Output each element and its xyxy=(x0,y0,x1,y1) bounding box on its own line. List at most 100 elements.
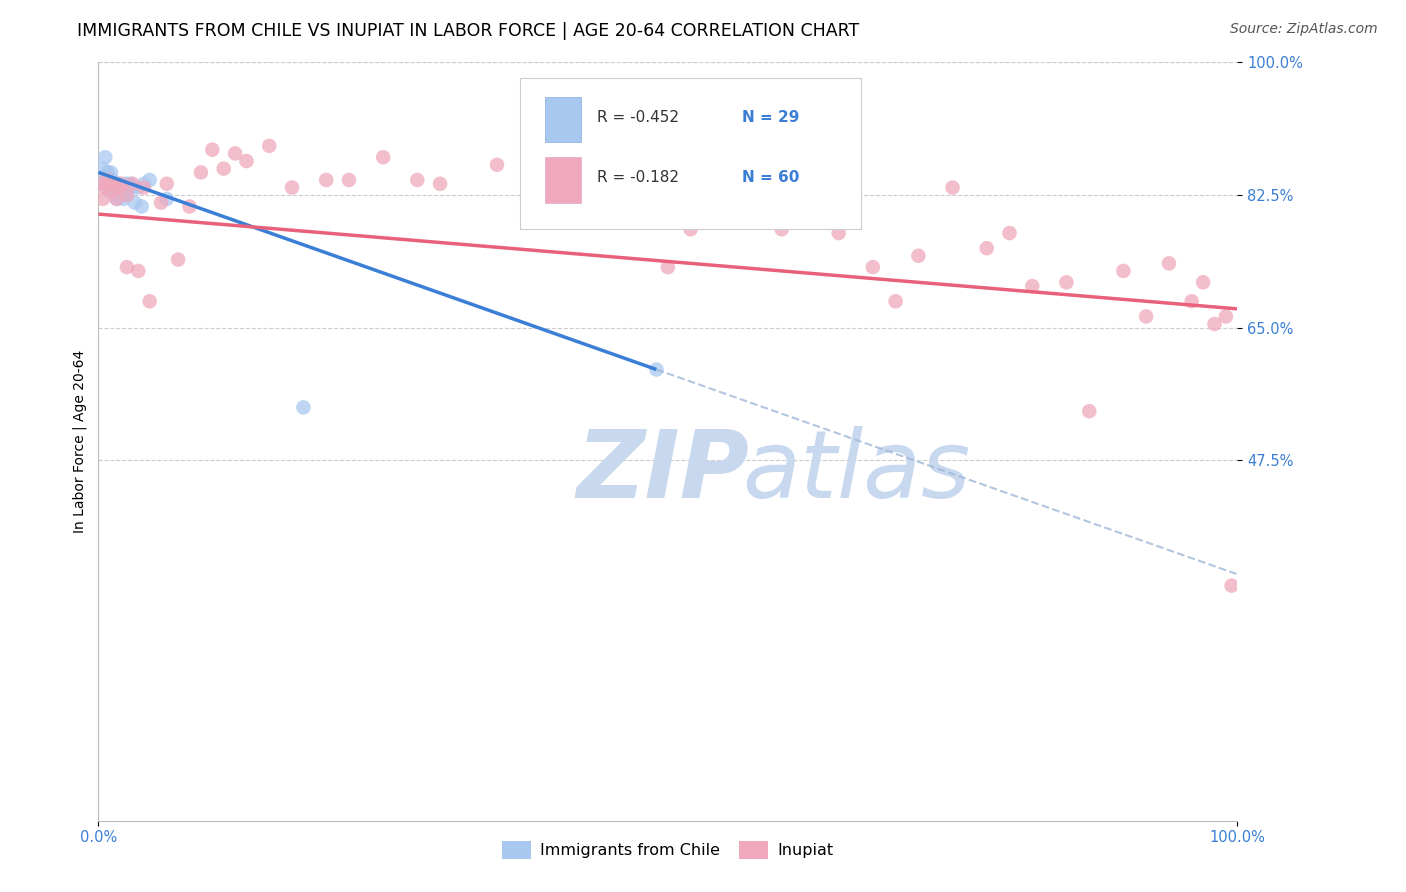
Point xyxy=(748,188,770,202)
Point xyxy=(371,150,394,164)
Point xyxy=(1157,256,1180,270)
Point xyxy=(115,188,138,202)
Point xyxy=(179,199,201,213)
Point xyxy=(132,180,155,194)
Point xyxy=(679,222,702,236)
Point xyxy=(97,177,120,191)
FancyBboxPatch shape xyxy=(546,96,581,142)
Point xyxy=(714,180,737,194)
Point xyxy=(138,173,160,187)
Point xyxy=(167,252,190,267)
Point xyxy=(108,180,131,194)
Point xyxy=(828,226,851,240)
Point xyxy=(114,177,136,191)
Point xyxy=(1021,279,1043,293)
Point xyxy=(91,161,114,176)
Point xyxy=(486,158,509,172)
Point xyxy=(190,165,212,179)
Point xyxy=(110,177,132,191)
Point xyxy=(112,192,135,206)
Legend: Immigrants from Chile, Inupiat: Immigrants from Chile, Inupiat xyxy=(495,835,841,866)
Point xyxy=(94,180,117,194)
Point xyxy=(127,180,149,194)
Point xyxy=(292,401,315,415)
Text: R = -0.452: R = -0.452 xyxy=(598,111,679,125)
Text: ZIP: ZIP xyxy=(576,425,749,518)
Point xyxy=(110,184,132,198)
Point xyxy=(104,177,127,191)
Y-axis label: In Labor Force | Age 20-64: In Labor Force | Age 20-64 xyxy=(73,350,87,533)
Point xyxy=(770,222,793,236)
Point xyxy=(1135,310,1157,324)
Point xyxy=(201,143,224,157)
Point xyxy=(862,260,884,275)
Point xyxy=(132,177,155,191)
Point xyxy=(90,177,112,191)
Text: atlas: atlas xyxy=(742,426,970,517)
Point xyxy=(1215,310,1237,324)
Point xyxy=(115,260,138,275)
Point xyxy=(884,294,907,309)
Point xyxy=(1192,275,1215,289)
Point xyxy=(156,177,179,191)
Text: R = -0.182: R = -0.182 xyxy=(598,170,679,186)
Point xyxy=(1220,579,1243,593)
Point xyxy=(1054,275,1078,289)
Point xyxy=(103,177,125,191)
Point xyxy=(645,362,668,376)
Point xyxy=(1181,294,1204,309)
Point xyxy=(96,165,118,179)
Point xyxy=(156,192,179,206)
Point xyxy=(907,249,929,263)
Point xyxy=(998,226,1021,240)
Point xyxy=(108,188,131,202)
Point xyxy=(108,177,131,191)
Point xyxy=(520,177,543,191)
Point xyxy=(105,192,128,206)
Point xyxy=(105,192,128,206)
Point xyxy=(224,146,246,161)
Point xyxy=(212,161,235,176)
Point xyxy=(793,188,815,202)
Text: N = 60: N = 60 xyxy=(742,170,799,186)
Point xyxy=(1078,404,1101,418)
Point xyxy=(657,260,679,275)
Point xyxy=(600,188,623,202)
Point xyxy=(976,241,998,255)
Point xyxy=(101,184,124,198)
Point xyxy=(406,173,429,187)
Point xyxy=(1112,264,1135,278)
Text: IMMIGRANTS FROM CHILE VS INUPIAT IN LABOR FORCE | AGE 20-64 CORRELATION CHART: IMMIGRANTS FROM CHILE VS INUPIAT IN LABO… xyxy=(77,22,859,40)
Point xyxy=(131,199,153,213)
Point xyxy=(101,173,124,187)
Point xyxy=(337,173,360,187)
Point xyxy=(565,180,588,194)
Point xyxy=(281,180,304,194)
Text: N = 29: N = 29 xyxy=(742,111,799,125)
Point xyxy=(1204,317,1226,331)
FancyBboxPatch shape xyxy=(520,78,862,229)
Point xyxy=(127,264,149,278)
Point xyxy=(98,177,121,191)
Point xyxy=(100,165,122,179)
Point xyxy=(121,177,143,191)
Point xyxy=(121,180,143,194)
Point xyxy=(103,177,125,191)
Text: Source: ZipAtlas.com: Source: ZipAtlas.com xyxy=(1230,22,1378,37)
Point xyxy=(124,195,146,210)
Point xyxy=(150,195,173,210)
Point xyxy=(115,188,138,202)
Point xyxy=(942,180,965,194)
Point xyxy=(429,177,451,191)
Point xyxy=(259,138,281,153)
Point xyxy=(98,184,121,198)
Point xyxy=(96,173,118,187)
Point xyxy=(107,180,129,194)
Point xyxy=(94,150,117,164)
Point xyxy=(235,153,257,168)
Point xyxy=(120,177,142,191)
Point xyxy=(96,169,118,184)
Point xyxy=(90,177,112,191)
FancyBboxPatch shape xyxy=(546,157,581,202)
Point xyxy=(315,173,337,187)
